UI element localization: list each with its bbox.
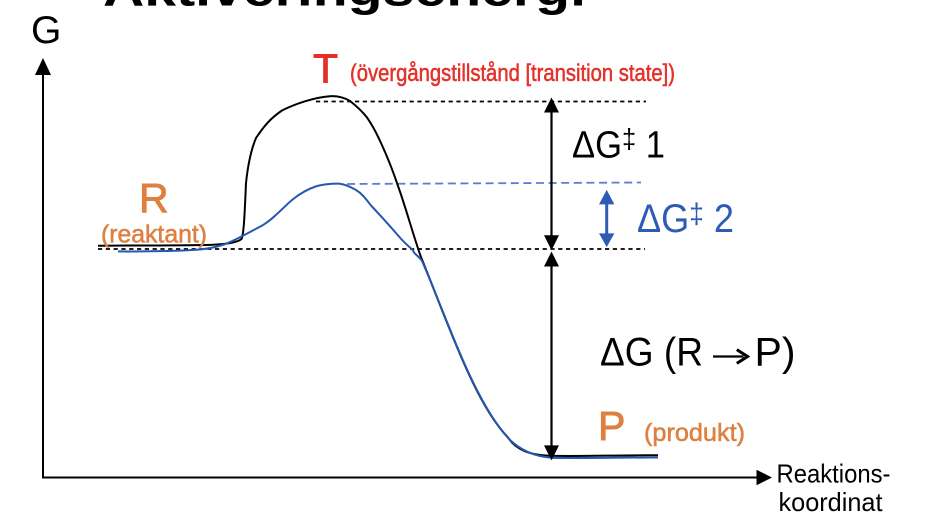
svg-text:G: G <box>31 9 61 52</box>
svg-text:ΔG‡ 1: ΔG‡ 1 <box>572 123 665 167</box>
svg-text:T: T <box>313 45 338 91</box>
svg-text:R: R <box>139 175 169 221</box>
svg-text:Aktiveringsenergi: Aktiveringsenergi <box>103 0 586 16</box>
svg-text:ΔG (R: ΔG (R <box>600 331 703 375</box>
svg-text:ΔG‡ 2: ΔG‡ 2 <box>637 197 734 241</box>
svg-text:(övergångstillstånd [transitio: (övergångstillstånd [transition state]) <box>350 60 675 87</box>
svg-text:P: P <box>598 403 625 449</box>
svg-text:koordinat: koordinat <box>779 487 884 517</box>
svg-text:P): P) <box>755 331 796 375</box>
svg-text:(produkt): (produkt) <box>644 419 745 447</box>
svg-text:Reaktions-: Reaktions- <box>777 459 891 489</box>
svg-text:(reaktant): (reaktant) <box>101 221 207 249</box>
